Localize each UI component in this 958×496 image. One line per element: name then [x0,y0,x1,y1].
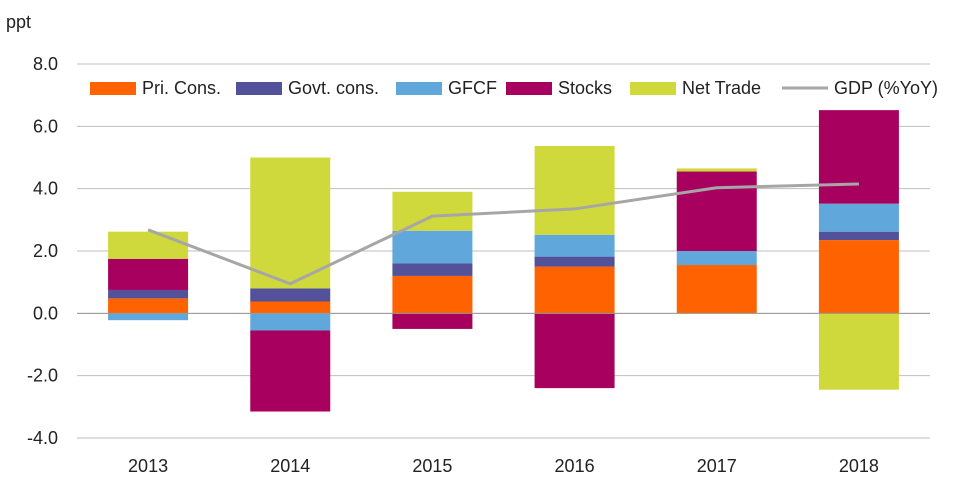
y-tick-label: -4.0 [27,428,58,448]
bar-gfcf-2013 [108,313,189,321]
bar-gfcf-2016 [534,234,615,257]
y-tick-label: 4.0 [33,179,58,199]
bar-govt-cons-2014 [250,288,331,302]
bar-pri-cons-2016 [534,266,615,314]
bar-govt-cons-2013 [108,289,189,299]
legend-swatch-gfcf [396,82,442,95]
x-tick-label: 2018 [839,456,879,476]
y-tick-label: -2.0 [27,366,58,386]
x-tick-label: 2015 [412,456,452,476]
x-tick-label: 2013 [128,456,168,476]
bar-gfcf-2018 [818,203,899,232]
y-tick-label: 2.0 [33,241,58,261]
y-tick-label: 8.0 [33,54,58,74]
bars [108,110,899,412]
gdp-line [147,182,859,286]
bar-net-trade-2017 [676,168,757,172]
bar-pri-cons-2017 [676,265,757,314]
legend-swatch-net-trade [630,82,676,95]
bar-net-trade-2016 [534,145,615,235]
bar-stocks-2017 [676,171,757,251]
gdp-line-group [147,182,859,286]
legend-label-stocks: Stocks [558,78,612,98]
bar-gfcf-2015 [392,230,473,264]
bar-govt-cons-2018 [818,231,899,241]
bar-govt-cons-2016 [534,256,615,267]
legend-label-net-trade: Net Trade [682,78,761,98]
bar-stocks-2014 [250,330,331,412]
bar-stocks-2013 [108,258,189,290]
bar-stocks-2018 [818,110,899,204]
bar-gfcf-2017 [676,251,757,266]
bar-pri-cons-2015 [392,275,473,314]
bar-stocks-2016 [534,313,615,389]
x-axis-ticks: 2013 2014 2015 2016 2017 2018 [128,456,879,476]
bar-gfcf-2014 [250,313,331,331]
x-tick-label: 2014 [270,456,310,476]
y-axis-ticks: -4.0 -2.0 0.0 2.0 4.0 6.0 8.0 [27,54,58,448]
bar-net-trade-2015 [392,191,473,231]
y-tick-label: 0.0 [33,303,58,323]
x-tick-label: 2016 [555,456,595,476]
bar-govt-cons-2015 [392,263,473,276]
x-tick-label: 2017 [697,456,737,476]
bar-net-trade-2013 [108,231,189,259]
y-axis-label: ppt [6,12,31,32]
legend-label-pri-cons: Pri. Cons. [142,78,221,98]
bar-pri-cons-2013 [108,298,189,314]
legend-swatch-stocks [506,82,552,95]
bar-pri-cons-2014 [250,301,331,314]
legend-swatch-pri-cons [90,82,136,95]
bar-net-trade-2014 [250,157,331,289]
bar-stocks-2015 [392,313,473,329]
bar-pri-cons-2018 [818,240,899,314]
legend-swatch-govt-cons [236,82,282,95]
legend: Pri. Cons. Govt. cons. GFCF Stocks Net Trade… [90,78,938,98]
legend-label-govt-cons: Govt. cons. [288,78,379,98]
legend-label-gfcf: GFCF [448,78,497,98]
legend-label-gdp-yoy: GDP (%YoY) [834,78,938,98]
bar-net-trade-2018 [818,313,899,390]
y-tick-label: 6.0 [33,116,58,136]
